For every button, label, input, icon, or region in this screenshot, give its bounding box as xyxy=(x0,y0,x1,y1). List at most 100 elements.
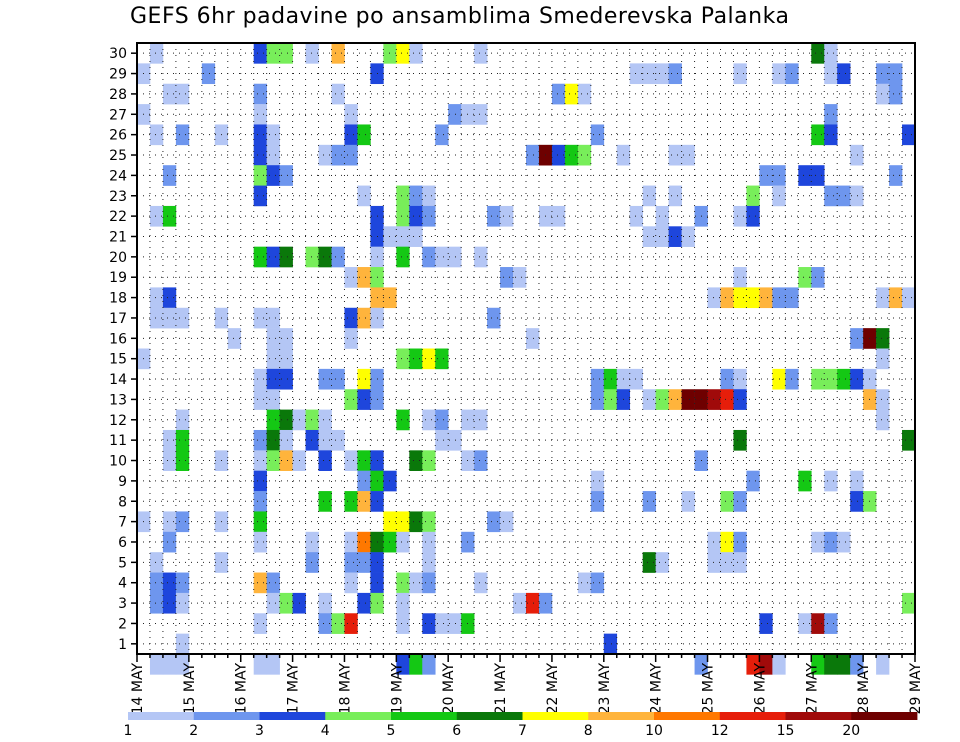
legend-label: 8 xyxy=(584,723,593,739)
heatmap-cell xyxy=(396,246,410,268)
x-tick-label: 14 MAY xyxy=(130,663,146,715)
legend-swatch xyxy=(325,712,392,720)
heatmap-cell xyxy=(850,470,864,492)
heatmap-cell xyxy=(837,63,851,85)
heatmap-cell xyxy=(305,429,319,451)
heatmap-cell xyxy=(162,572,177,594)
heatmap-cell xyxy=(344,531,358,553)
heatmap-cell xyxy=(500,205,514,227)
heatmap-cell xyxy=(149,552,164,573)
heatmap-cell xyxy=(435,409,449,431)
heatmap-cell xyxy=(162,511,177,533)
heatmap-cell xyxy=(500,267,514,288)
heatmap-cell xyxy=(694,654,708,675)
y-tick-label: 9 xyxy=(118,474,127,490)
heatmap-cell xyxy=(305,531,319,553)
legend-label: 5 xyxy=(387,723,396,739)
heatmap-cell xyxy=(668,63,682,85)
heatmap-cell xyxy=(902,592,916,614)
heatmap-cell xyxy=(603,389,618,410)
heatmap-cell xyxy=(642,63,656,85)
heatmap-cell xyxy=(279,409,293,431)
heatmap-cell xyxy=(396,531,410,553)
legend-label: 10 xyxy=(645,723,663,739)
heatmap-cell xyxy=(422,185,436,207)
heatmap-cell xyxy=(279,165,293,186)
heatmap-cell xyxy=(253,83,267,105)
heatmap-cell xyxy=(422,246,436,268)
heatmap-cell xyxy=(279,368,293,390)
heatmap-cell xyxy=(318,429,332,451)
heatmap-cell xyxy=(279,43,293,64)
heatmap-cell xyxy=(266,144,280,166)
x-tick-label: 16 MAY xyxy=(234,663,250,715)
y-tick-label: 28 xyxy=(109,87,127,103)
heatmap-cell xyxy=(253,368,267,390)
heatmap-cell xyxy=(266,348,280,370)
heatmap-cell xyxy=(175,511,190,533)
heatmap-cell xyxy=(175,654,190,675)
heatmap-cell xyxy=(448,429,462,451)
heatmap-cell xyxy=(720,287,734,309)
heatmap-cell xyxy=(162,429,177,451)
heatmap-cell xyxy=(798,267,812,288)
plot-frame xyxy=(136,42,916,655)
heatmap-cell xyxy=(305,246,319,268)
heatmap-cell xyxy=(707,287,721,309)
heatmap-cell xyxy=(876,348,890,370)
heatmap-cell xyxy=(253,429,267,451)
heatmap-cell xyxy=(889,63,903,85)
heatmap-cell xyxy=(175,124,190,146)
heatmap-cell xyxy=(279,348,293,370)
y-tick-label: 29 xyxy=(109,67,127,83)
heatmap-cell xyxy=(409,348,423,370)
heatmap-cell xyxy=(746,185,760,207)
y-tick-label: 2 xyxy=(118,616,127,632)
heatmap-cell xyxy=(681,144,695,166)
heatmap-cell xyxy=(798,470,812,492)
heatmap-cell xyxy=(409,654,423,675)
heatmap-cell xyxy=(577,83,592,105)
heatmap-cell xyxy=(344,613,358,634)
heatmap-cell xyxy=(448,613,462,634)
heatmap-cell xyxy=(876,83,890,105)
y-tick-label: 1 xyxy=(118,637,127,653)
heatmap-cell xyxy=(162,307,177,329)
heatmap-cell xyxy=(266,572,280,594)
legend-label: 12 xyxy=(711,723,729,739)
heatmap-cell xyxy=(603,633,618,655)
heatmap-cell xyxy=(266,450,280,471)
heatmap-cell xyxy=(318,491,332,512)
heatmap-cell xyxy=(577,572,592,594)
legend-swatch xyxy=(259,712,326,720)
heatmap-cell xyxy=(344,307,358,329)
heatmap-cell xyxy=(707,531,721,553)
heatmap-cell xyxy=(149,592,164,614)
heatmap-cell xyxy=(487,205,501,227)
heatmap-cell xyxy=(357,592,371,614)
heatmap-cell xyxy=(668,144,682,166)
heatmap-cell xyxy=(513,267,527,288)
heatmap-cell xyxy=(655,389,669,410)
heatmap-cell xyxy=(396,572,410,594)
heatmap-cell xyxy=(526,592,540,614)
heatmap-cell xyxy=(331,144,345,166)
legend-swatch xyxy=(588,712,655,720)
y-tick-label: 22 xyxy=(109,209,127,225)
heatmap-cell xyxy=(149,654,164,675)
y-tick-label: 17 xyxy=(109,311,127,327)
heatmap-cell xyxy=(253,613,267,634)
y-tick-label: 26 xyxy=(109,128,127,144)
heatmap-cell xyxy=(149,124,164,146)
heatmap-cell xyxy=(149,307,164,329)
legend-swatch xyxy=(785,712,852,720)
heatmap-cell xyxy=(746,470,760,492)
heatmap-cell xyxy=(162,531,177,553)
heatmap-cell xyxy=(253,470,267,492)
heatmap-cell xyxy=(707,552,721,573)
x-tick-label: 15 MAY xyxy=(182,663,198,715)
heatmap-cell xyxy=(279,246,293,268)
heatmap-cell xyxy=(668,226,682,247)
heatmap-cell xyxy=(487,307,501,329)
